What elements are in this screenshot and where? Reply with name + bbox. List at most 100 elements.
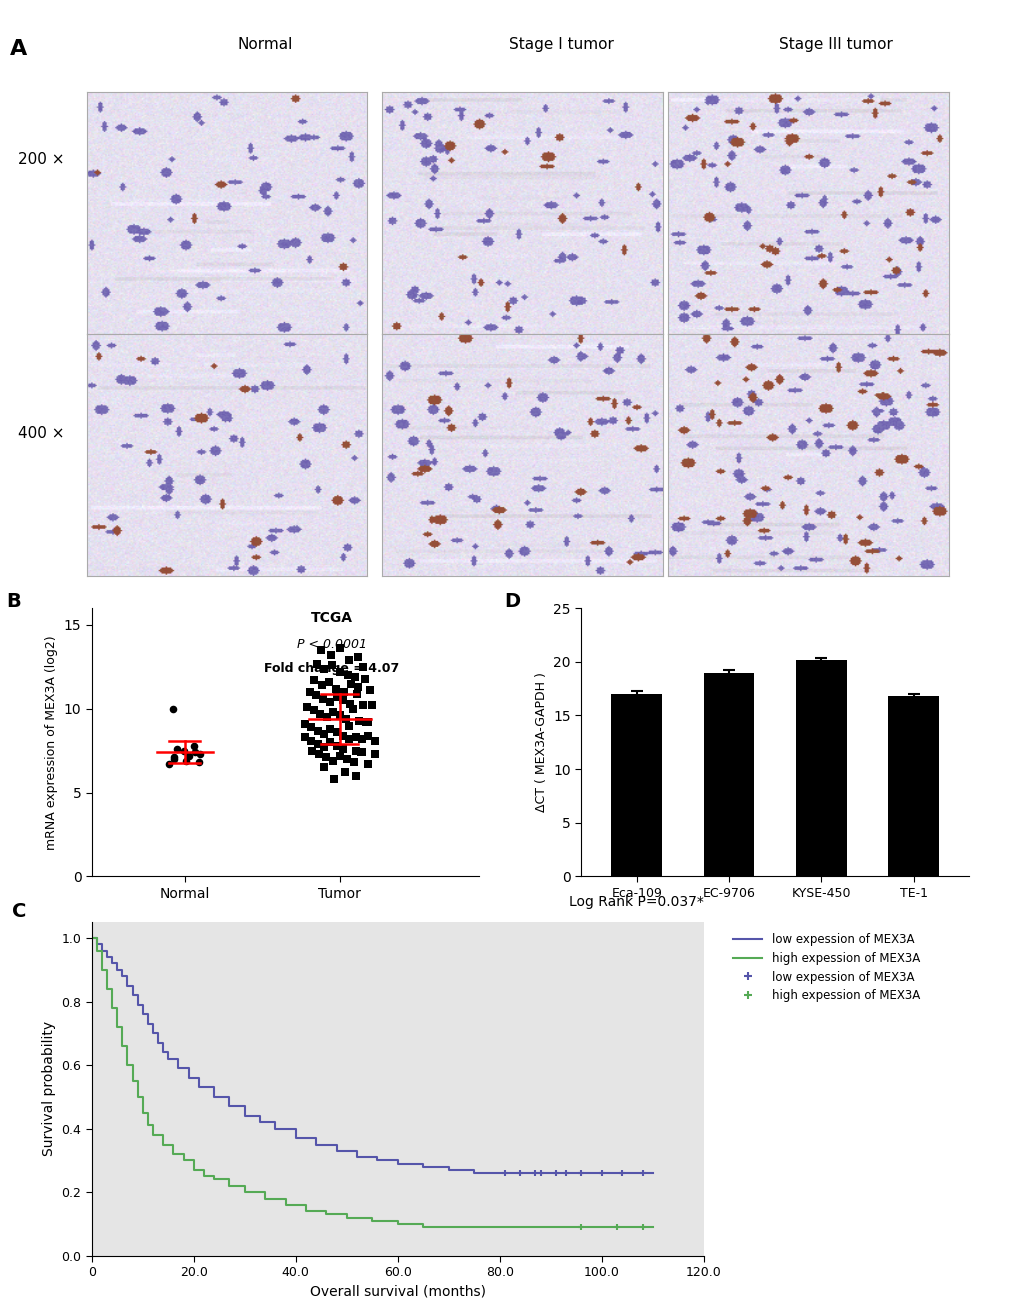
Point (318, 706, 334, 727)
Point (341, 715, 358, 736)
Point (354, 729, 370, 749)
Point (165, 698, 181, 719)
Text: TCGA: TCGA (311, 611, 353, 625)
Point (297, 727, 313, 748)
Point (191, 752, 207, 773)
Point (186, 742, 203, 763)
Text: Log Rank P=0.037*: Log Rank P=0.037* (569, 895, 703, 909)
Point (353, 742, 369, 763)
Point (176, 740, 193, 761)
Point (334, 725, 351, 746)
Point (316, 658, 332, 679)
Point (345, 752, 362, 773)
Text: A: A (10, 39, 28, 59)
Point (297, 713, 313, 734)
Bar (795, 659, 846, 876)
Point (341, 729, 358, 749)
Point (308, 653, 324, 674)
Text: Stage III tumor: Stage III tumor (779, 37, 893, 51)
Point (306, 700, 322, 721)
Point (177, 751, 194, 772)
Point (313, 640, 329, 661)
Point (355, 657, 371, 678)
Point (309, 721, 325, 742)
Point (344, 698, 361, 719)
Point (299, 697, 315, 718)
Point (324, 655, 340, 676)
Point (312, 704, 328, 725)
Text: 200 ×: 200 × (17, 152, 64, 166)
Point (302, 681, 318, 702)
Point (303, 717, 319, 738)
Point (348, 683, 365, 704)
Bar (610, 695, 661, 876)
Point (338, 748, 355, 769)
Point (311, 743, 327, 764)
Text: Fold change = 4.07: Fold change = 4.07 (264, 662, 399, 675)
Point (306, 670, 322, 691)
Point (326, 769, 342, 790)
Point (354, 742, 370, 763)
Point (316, 723, 332, 744)
Point (324, 751, 340, 772)
Point (309, 734, 325, 755)
Point (360, 753, 376, 774)
Point (335, 681, 352, 702)
Text: D: D (503, 593, 520, 611)
Point (308, 685, 324, 706)
Point (347, 727, 364, 748)
Point (316, 736, 332, 757)
Point (357, 668, 373, 689)
Point (331, 662, 347, 683)
Point (322, 718, 338, 739)
Point (340, 650, 357, 671)
Point (342, 674, 359, 695)
Text: C: C (12, 903, 26, 921)
Point (334, 739, 351, 760)
Point (166, 747, 182, 768)
Point (339, 664, 356, 685)
Point (161, 753, 177, 774)
Legend: low expession of MEX3A, high expession of MEX3A, low expession of MEX3A, high ex: low expession of MEX3A, high expession o… (728, 929, 924, 1007)
X-axis label: Overall survival (months): Overall survival (months) (310, 1284, 485, 1299)
Point (358, 712, 374, 732)
Point (192, 743, 208, 764)
Point (318, 747, 334, 768)
Point (347, 740, 364, 761)
Point (350, 646, 366, 667)
Point (350, 676, 366, 697)
Point (366, 743, 382, 764)
Point (331, 638, 347, 659)
Point (328, 735, 344, 756)
Point (351, 710, 367, 731)
Point (337, 763, 354, 783)
Point (185, 735, 202, 756)
Bar (888, 696, 938, 876)
Point (362, 680, 378, 701)
Text: 400 ×: 400 × (17, 426, 64, 441)
Point (315, 757, 331, 778)
Point (341, 693, 358, 714)
Point (338, 709, 355, 730)
Point (366, 730, 382, 751)
Text: Stage I tumor: Stage I tumor (508, 37, 612, 51)
Point (334, 689, 351, 710)
Point (304, 740, 320, 761)
Point (331, 705, 347, 726)
Text: B: B (6, 593, 21, 611)
Text: Normal: Normal (237, 37, 292, 51)
Point (328, 678, 344, 698)
Point (321, 692, 337, 713)
Y-axis label: Survival probability: Survival probability (42, 1022, 56, 1156)
Point (322, 731, 338, 752)
Point (180, 746, 197, 766)
Point (169, 739, 185, 760)
Y-axis label: mRNA expression of MEX3A (log2): mRNA expression of MEX3A (log2) (45, 634, 58, 850)
Point (325, 701, 341, 722)
Point (322, 645, 338, 666)
Point (315, 688, 331, 709)
Point (331, 746, 347, 766)
Bar (703, 672, 754, 876)
Point (328, 687, 344, 708)
Point (355, 695, 371, 715)
